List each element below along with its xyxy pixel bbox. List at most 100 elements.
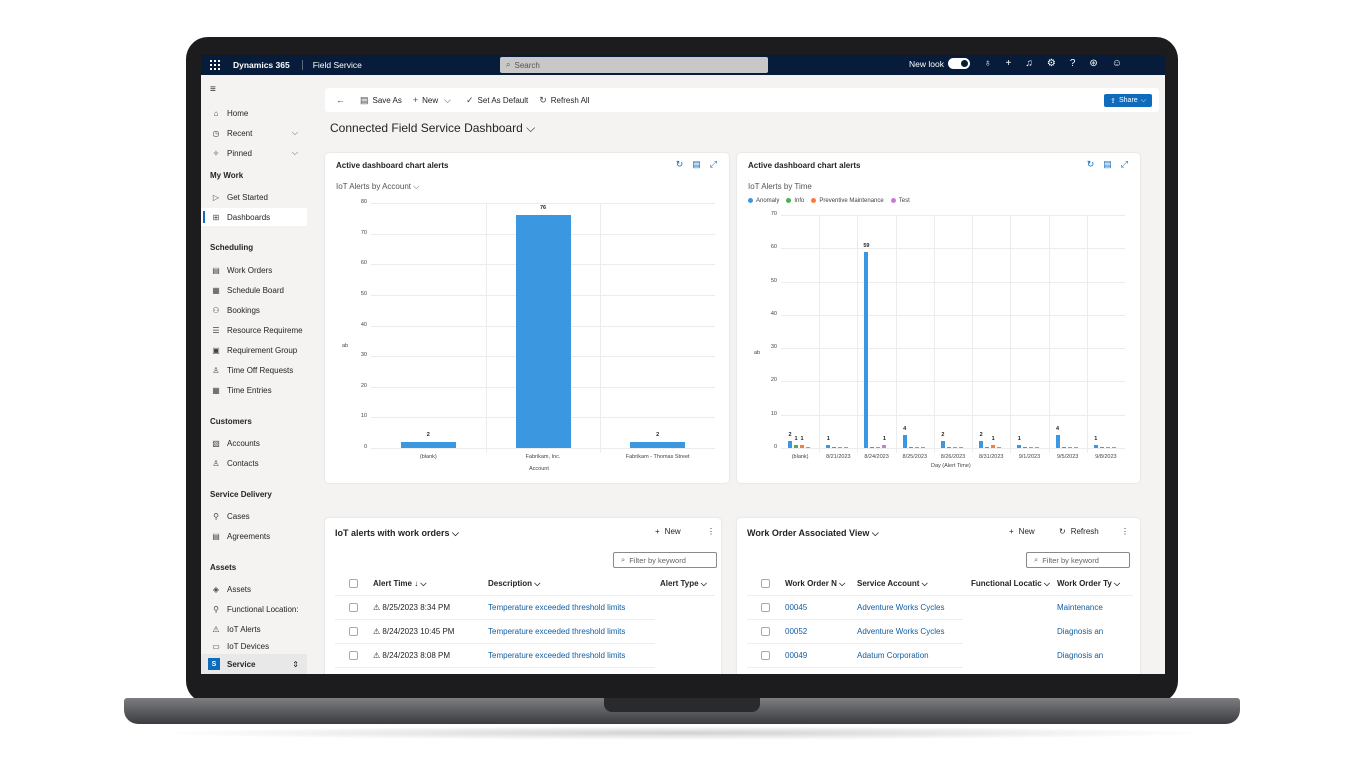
sidebar-item-iot-alerts[interactable]: ⚠ IoT Alerts bbox=[201, 620, 307, 638]
expand-icon[interactable]: ⤢ bbox=[709, 159, 717, 169]
chart-bar bbox=[979, 441, 984, 448]
search-input[interactable]: ⌕ Search bbox=[500, 57, 768, 73]
sidebar-item-accounts[interactable]: ▧ Accounts bbox=[201, 434, 307, 452]
legend-item[interactable]: Info bbox=[786, 198, 804, 204]
gear-icon[interactable]: ⚙ bbox=[1046, 58, 1056, 69]
lightbulb-icon[interactable]: ♁ bbox=[984, 58, 992, 69]
y-tick-label: 60 bbox=[770, 244, 777, 251]
cell-value: 8/25/2023 8:34 PM bbox=[382, 603, 451, 612]
set-default-button[interactable]: ✓ Set As Default bbox=[466, 95, 528, 106]
refresh-button[interactable]: ↻ Refresh bbox=[1059, 527, 1099, 536]
chevron-down-icon[interactable]: ⌵ bbox=[444, 94, 451, 105]
column-header-work-order-type[interactable]: Work Order Ty ⌵ bbox=[1057, 579, 1121, 588]
new-button[interactable]: + New bbox=[655, 527, 681, 536]
more-icon[interactable]: ⋮ bbox=[707, 527, 715, 536]
work-order-type-link[interactable]: Diagnosis an bbox=[1057, 627, 1104, 636]
work-order-link[interactable]: 00052 bbox=[785, 627, 808, 636]
row-checkbox[interactable] bbox=[761, 651, 770, 660]
sidebar-item-contacts[interactable]: ♙ Contacts bbox=[201, 454, 307, 472]
sidebar-item-time-off[interactable]: ♙ Time Off Requests bbox=[201, 361, 307, 379]
legend-item[interactable]: Preventive Maintenance bbox=[811, 198, 884, 204]
bell-icon[interactable]: ♫ bbox=[1025, 58, 1033, 69]
legend-item[interactable]: Test bbox=[890, 198, 910, 204]
dashboard-title[interactable]: Connected Field Service Dashboard ⌵ bbox=[330, 121, 535, 136]
column-header-description[interactable]: Description ⌵ bbox=[488, 579, 541, 588]
filter-input[interactable]: ⌕ Filter by keyword bbox=[1026, 552, 1130, 568]
work-order-link[interactable]: 00045 bbox=[785, 603, 808, 612]
sidebar-item-time-entries[interactable]: ▦ Time Entries bbox=[201, 381, 307, 399]
filter-input[interactable]: ⌕ Filter by keyword bbox=[613, 552, 717, 568]
sidebar-item-resource-requirements[interactable]: ☰ Resource Requireme bbox=[201, 321, 307, 339]
row-checkbox[interactable] bbox=[349, 603, 358, 612]
help-icon[interactable]: ? bbox=[1069, 58, 1076, 69]
sidebar-item-schedule-board[interactable]: ▦ Schedule Board bbox=[201, 281, 307, 299]
column-header-alert-time[interactable]: Alert Time ↓ ⌵ bbox=[373, 579, 427, 588]
select-all-checkbox[interactable] bbox=[349, 579, 358, 588]
sidebar-item-bookings[interactable]: ⚇ Bookings bbox=[201, 301, 307, 319]
smiley-icon[interactable]: ☺ bbox=[1111, 58, 1122, 69]
work-order-type-link[interactable]: Maintenance bbox=[1057, 603, 1103, 612]
sidebar-item-work-orders[interactable]: ▤ Work Orders bbox=[201, 261, 307, 279]
more-icon[interactable]: ⋮ bbox=[1121, 527, 1129, 536]
sidebar-item-iot-devices[interactable]: ▭ IoT Devices bbox=[201, 640, 307, 652]
save-as-button[interactable]: ▤ Save As bbox=[360, 95, 402, 106]
grid-title[interactable]: Work Order Associated View ⌵ bbox=[747, 528, 879, 538]
row-checkbox[interactable] bbox=[761, 603, 770, 612]
back-button[interactable]: ← bbox=[336, 95, 349, 105]
column-header-alert-type[interactable]: Alert Type ⌵ bbox=[660, 579, 707, 588]
description-link[interactable]: Temperature exceeded threshold limits bbox=[488, 603, 626, 612]
column-label: Service Account bbox=[857, 579, 920, 588]
brand-name[interactable]: Dynamics 365 bbox=[233, 60, 290, 70]
row-checkbox[interactable] bbox=[349, 651, 358, 660]
grid-title[interactable]: IoT alerts with work orders ⌵ bbox=[335, 528, 459, 538]
row-checkbox[interactable] bbox=[761, 627, 770, 636]
new-button[interactable]: + New bbox=[1009, 527, 1035, 536]
new-button[interactable]: + New ⌵ bbox=[413, 95, 455, 106]
refresh-all-button[interactable]: ↻ Refresh All bbox=[539, 95, 589, 106]
chart-subtitle[interactable]: IoT Alerts by Account ⌵ bbox=[336, 182, 420, 191]
account-link[interactable]: Adventure Works Cycles bbox=[857, 627, 945, 636]
column-header-work-order[interactable]: Work Order N ⌵ bbox=[785, 579, 846, 588]
sidebar-item-dashboards[interactable]: ⊞ Dashboards bbox=[201, 208, 307, 226]
row-checkbox[interactable] bbox=[349, 627, 358, 636]
sidebar-item-agreements[interactable]: ▤ Agreements bbox=[201, 527, 307, 545]
sidebar-item-pinned[interactable]: ✧ Pinned ⌵ bbox=[201, 144, 307, 162]
work-order-type-link[interactable]: Diagnosis an bbox=[1057, 651, 1104, 660]
column-header-service-account[interactable]: Service Account ⌵ bbox=[857, 579, 928, 588]
sidebar-item-recent[interactable]: ◷ Recent ⌵ bbox=[201, 124, 307, 142]
column-header-functional-location[interactable]: Functional Locatic ⌵ bbox=[971, 579, 1050, 588]
sidebar-item-functional-locations[interactable]: ⚲ Functional Location: bbox=[201, 600, 307, 618]
description-link[interactable]: Temperature exceeded threshold limits bbox=[488, 627, 626, 636]
chevron-down-icon[interactable]: ⌵ bbox=[526, 121, 536, 135]
description-link[interactable]: Temperature exceeded threshold limits bbox=[488, 651, 626, 660]
toggle-switch[interactable] bbox=[947, 58, 970, 69]
legend-item[interactable]: Anomaly bbox=[748, 198, 779, 204]
grid-line bbox=[781, 281, 1125, 283]
work-order-link[interactable]: 00049 bbox=[785, 651, 808, 660]
x-tick-label: 9/1/2023 bbox=[1018, 454, 1041, 460]
plus-icon[interactable]: + bbox=[1005, 58, 1012, 69]
sidebar-item-assets[interactable]: ◈ Assets bbox=[201, 580, 307, 598]
chevron-down-icon[interactable]: ⌵ bbox=[291, 128, 298, 137]
expand-icon[interactable]: ⤢ bbox=[1120, 159, 1128, 169]
new-look-toggle[interactable]: New look bbox=[909, 58, 970, 69]
view-records-icon[interactable]: ▤ bbox=[692, 159, 701, 169]
select-all-checkbox[interactable] bbox=[761, 579, 770, 588]
sidebar-item-cases[interactable]: ⚲ Cases bbox=[201, 507, 307, 525]
hamburger-icon[interactable]: ≡ bbox=[210, 84, 216, 95]
copilot-icon[interactable]: ⊛ bbox=[1089, 58, 1098, 69]
sidebar-item-requirement-group[interactable]: ▣ Requirement Group bbox=[201, 341, 307, 359]
account-link[interactable]: Adventure Works Cycles bbox=[857, 603, 945, 612]
cell-value: 8/24/2023 8:08 PM bbox=[382, 651, 451, 660]
refresh-icon[interactable]: ↻ bbox=[1086, 159, 1095, 169]
app-name[interactable]: Field Service bbox=[301, 60, 362, 70]
view-records-icon[interactable]: ▤ bbox=[1103, 159, 1112, 169]
refresh-icon[interactable]: ↻ bbox=[675, 159, 684, 169]
app-launcher-icon[interactable] bbox=[210, 60, 220, 70]
share-button[interactable]: ⇪ Share ⌵ bbox=[1104, 94, 1152, 107]
area-switcher[interactable]: S Service ⇕ bbox=[201, 654, 307, 674]
account-link[interactable]: Adatum Corporation bbox=[857, 651, 929, 660]
sidebar-item-get-started[interactable]: ▷ Get Started bbox=[201, 188, 307, 206]
chevron-down-icon[interactable]: ⌵ bbox=[291, 148, 298, 157]
sidebar-item-home[interactable]: ⌂ Home bbox=[201, 104, 307, 122]
